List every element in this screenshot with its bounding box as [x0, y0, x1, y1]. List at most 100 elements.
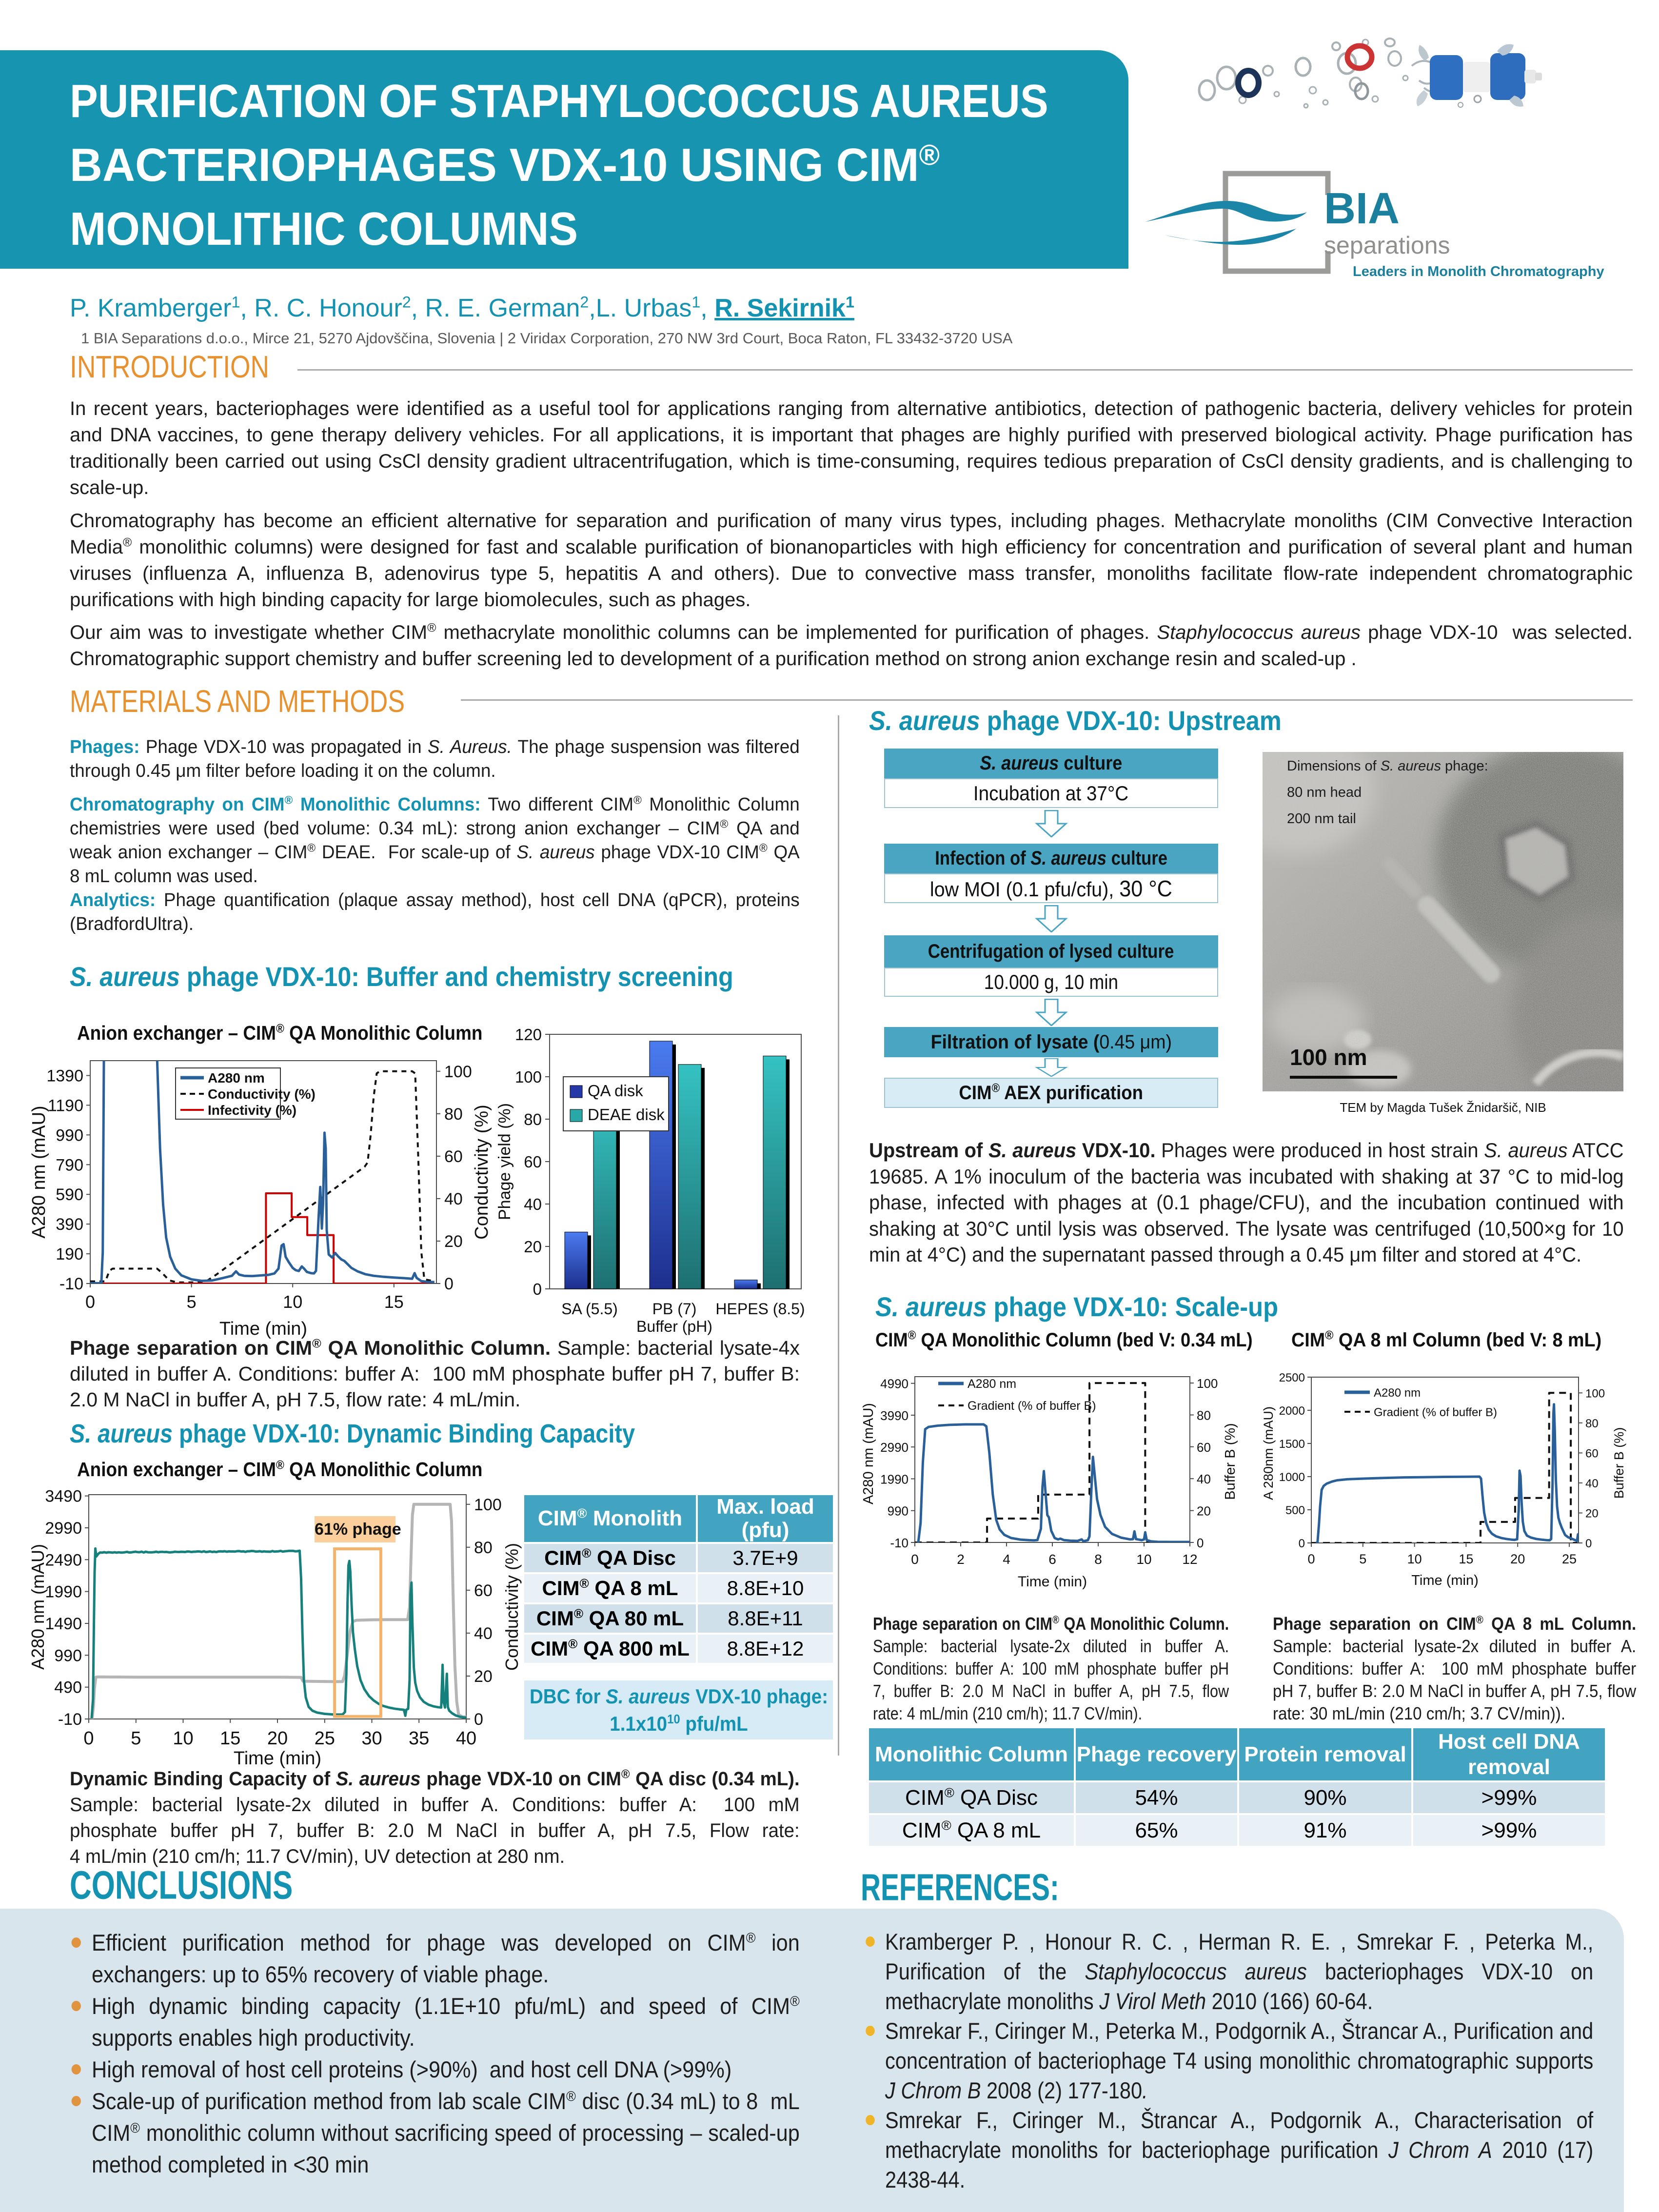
- svg-text:790: 790: [56, 1156, 83, 1174]
- svg-text:12: 12: [1182, 1552, 1197, 1567]
- svg-text:DEAE disk: DEAE disk: [588, 1106, 665, 1124]
- svg-text:2990: 2990: [880, 1440, 908, 1455]
- svg-text:60: 60: [444, 1147, 463, 1166]
- svg-text:80: 80: [474, 1539, 493, 1557]
- svg-text:80: 80: [1197, 1408, 1211, 1423]
- svg-text:190: 190: [56, 1245, 83, 1264]
- svg-text:Time (min): Time (min): [219, 1319, 307, 1339]
- svg-text:60: 60: [1197, 1440, 1211, 1455]
- svg-text:990: 990: [56, 1126, 83, 1145]
- svg-text:Buffer B (%): Buffer B (%): [1612, 1427, 1626, 1499]
- svg-text:0: 0: [85, 1292, 95, 1312]
- svg-text:4: 4: [1003, 1552, 1010, 1567]
- svg-text:2000: 2000: [1279, 1404, 1305, 1418]
- svg-text:Infectivity (%): Infectivity (%): [208, 1103, 296, 1118]
- svg-text:20: 20: [1197, 1504, 1211, 1519]
- svg-text:2990: 2990: [45, 1519, 82, 1538]
- svg-text:0: 0: [1197, 1536, 1204, 1550]
- svg-text:80 nm head: 80 nm head: [1287, 785, 1362, 800]
- svg-text:A280 nm: A280 nm: [208, 1070, 265, 1086]
- svg-text:Leaders in Monolith Chromatogr: Leaders in Monolith Chromatography: [1353, 264, 1604, 279]
- svg-text:20: 20: [267, 1728, 288, 1749]
- svg-text:A280 nm: A280 nm: [1374, 1386, 1421, 1400]
- svg-text:20: 20: [1510, 1552, 1525, 1566]
- svg-text:A280 nm: A280 nm: [968, 1377, 1016, 1391]
- svg-text:5: 5: [1359, 1552, 1366, 1566]
- svg-text:A280 nm (mAU): A280 nm (mAU): [29, 1106, 49, 1238]
- svg-text:100: 100: [515, 1068, 542, 1086]
- svg-text:A 280nm (mAU): A 280nm (mAU): [1261, 1406, 1276, 1500]
- svg-text:3490: 3490: [45, 1487, 82, 1506]
- svg-text:15: 15: [1459, 1552, 1473, 1566]
- svg-text:0: 0: [1585, 1537, 1592, 1550]
- svg-text:80: 80: [444, 1105, 463, 1124]
- svg-text:3990: 3990: [880, 1408, 908, 1423]
- svg-text:6: 6: [1048, 1552, 1056, 1567]
- svg-text:5: 5: [131, 1728, 141, 1749]
- svg-text:Gradient (% of buffer B): Gradient (% of buffer B): [1374, 1406, 1497, 1419]
- svg-text:Time (min): Time (min): [234, 1748, 321, 1769]
- svg-text:Buffer B (%): Buffer B (%): [1223, 1423, 1238, 1500]
- svg-text:60: 60: [474, 1581, 493, 1600]
- svg-text:0: 0: [474, 1710, 483, 1729]
- svg-text:0: 0: [533, 1280, 542, 1298]
- svg-text:35: 35: [409, 1728, 429, 1749]
- svg-text:120: 120: [515, 1026, 542, 1044]
- svg-text:40: 40: [444, 1190, 463, 1208]
- svg-text:100: 100: [1197, 1376, 1218, 1391]
- svg-text:A280 nm (mAU): A280 nm (mAU): [861, 1403, 876, 1504]
- svg-text:500: 500: [1285, 1504, 1305, 1517]
- svg-text:100: 100: [474, 1496, 502, 1514]
- svg-text:4990: 4990: [880, 1377, 908, 1391]
- svg-text:BIA: BIA: [1324, 184, 1400, 233]
- svg-text:40: 40: [524, 1195, 542, 1213]
- svg-text:1490: 1490: [45, 1615, 82, 1633]
- svg-text:1190: 1190: [48, 1096, 83, 1115]
- svg-text:990: 990: [54, 1646, 82, 1665]
- svg-text:10: 10: [283, 1292, 302, 1312]
- svg-text:25: 25: [1562, 1552, 1577, 1566]
- svg-text:10: 10: [1136, 1552, 1151, 1567]
- svg-text:590: 590: [56, 1185, 83, 1204]
- svg-text:5: 5: [187, 1292, 197, 1312]
- svg-text:0: 0: [1299, 1537, 1305, 1550]
- svg-text:2: 2: [957, 1552, 965, 1567]
- svg-text:PB (7): PB (7): [652, 1300, 697, 1318]
- svg-text:1990: 1990: [45, 1583, 82, 1601]
- svg-text:390: 390: [56, 1215, 83, 1234]
- svg-text:-10: -10: [890, 1536, 908, 1550]
- svg-text:80: 80: [1585, 1417, 1599, 1430]
- svg-text:100 nm: 100 nm: [1290, 1045, 1367, 1070]
- svg-text:200 nm tail: 200 nm tail: [1287, 811, 1356, 827]
- svg-text:separations: separations: [1324, 232, 1450, 259]
- svg-text:Conductivity (%): Conductivity (%): [208, 1086, 316, 1102]
- svg-text:-10: -10: [58, 1710, 82, 1729]
- svg-text:60: 60: [1585, 1447, 1599, 1460]
- svg-text:Buffer (pH): Buffer (pH): [636, 1318, 712, 1335]
- svg-text:Conductivity (%): Conductivity (%): [502, 1543, 522, 1671]
- svg-text:20: 20: [1585, 1507, 1599, 1521]
- svg-text:40: 40: [1197, 1472, 1211, 1486]
- svg-text:Dimensions of S. aureus phage:: Dimensions of S. aureus phage:: [1287, 758, 1488, 774]
- svg-text:0: 0: [911, 1552, 919, 1567]
- svg-text:1000: 1000: [1279, 1471, 1305, 1484]
- svg-text:20: 20: [444, 1232, 463, 1251]
- svg-text:1990: 1990: [880, 1472, 908, 1487]
- svg-text:10: 10: [1407, 1552, 1422, 1566]
- svg-text:HEPES (8.5): HEPES (8.5): [715, 1300, 805, 1318]
- svg-text:100: 100: [1585, 1387, 1605, 1400]
- svg-text:QA disk: QA disk: [588, 1082, 643, 1100]
- svg-text:60: 60: [524, 1153, 542, 1171]
- svg-text:20: 20: [524, 1238, 542, 1256]
- svg-text:490: 490: [54, 1679, 82, 1697]
- svg-text:15: 15: [220, 1728, 240, 1749]
- svg-text:2490: 2490: [45, 1551, 82, 1569]
- svg-text:20: 20: [474, 1667, 493, 1686]
- svg-text:25: 25: [315, 1728, 335, 1749]
- svg-text:Time (min): Time (min): [1411, 1573, 1478, 1588]
- svg-text:1390: 1390: [46, 1067, 83, 1086]
- svg-text:0: 0: [83, 1728, 94, 1749]
- svg-text:30: 30: [361, 1728, 382, 1749]
- svg-text:990: 990: [888, 1504, 908, 1519]
- svg-text:10: 10: [173, 1728, 193, 1749]
